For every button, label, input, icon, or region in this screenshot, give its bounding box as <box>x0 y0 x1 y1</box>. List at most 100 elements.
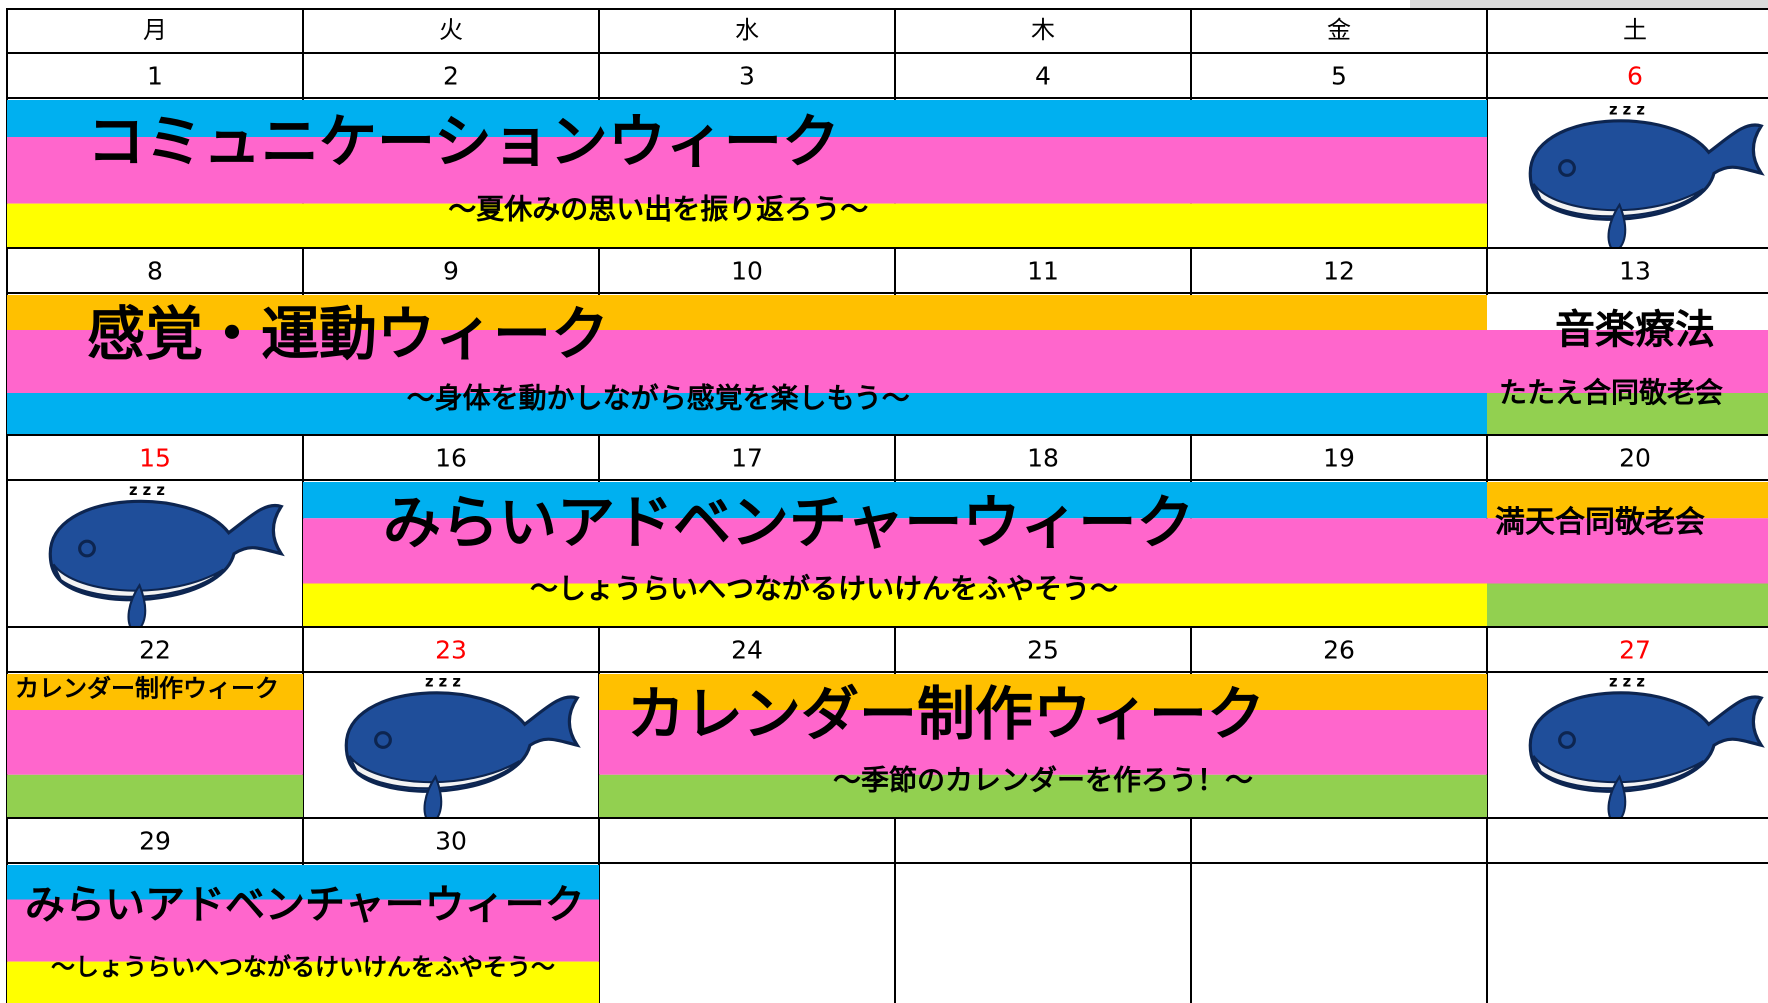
weekday-cell <box>302 8 600 54</box>
weekday-label: 月 <box>143 16 167 44</box>
date-cell <box>598 52 896 99</box>
date-label: 4 <box>1035 62 1051 91</box>
banner-stripe <box>7 100 1487 137</box>
date-cell <box>6 52 304 99</box>
date-label: 3 <box>739 62 755 91</box>
date-label: 1 <box>147 62 163 91</box>
date-cell <box>1486 52 1768 99</box>
event-subtitle: ～しょうらいへつながるけいけんをふやそう～ <box>51 953 555 981</box>
date-label: 19 <box>1323 444 1355 473</box>
banner-stripe <box>599 674 1487 710</box>
banner-stripe <box>7 899 599 962</box>
date-label: 11 <box>1027 257 1059 286</box>
date-cell <box>6 817 304 864</box>
banner-stripe <box>1487 518 1768 584</box>
date-cell <box>598 817 896 864</box>
event-subtitle: ～しょうらいへつながるけいけんをふやそう～ <box>530 572 1118 605</box>
event-title: 音楽療法 <box>1555 307 1715 353</box>
event-title: コミュニケーションウィーク <box>87 107 840 175</box>
date-label: 9 <box>443 257 459 286</box>
date-label: 10 <box>731 257 763 286</box>
event-title: みらいアドベンチャーウィーク <box>383 489 1194 557</box>
date-label: 18 <box>1027 444 1059 473</box>
date-cell <box>894 817 1192 864</box>
date-label: 17 <box>731 444 763 473</box>
event-subtitle: ～身体を動かしながら感覚を楽しもう～ <box>407 381 910 414</box>
banner-stripe <box>1487 393 1768 435</box>
date-label: 23 <box>435 636 467 665</box>
event-title: みらいアドベンチャーウィーク <box>25 882 585 928</box>
banner-stripe <box>7 774 303 818</box>
date-label: 12 <box>1323 257 1355 286</box>
event-title: 満天合同敬老会 <box>1495 505 1705 540</box>
event-title: カレンダー制作ウィーク <box>15 674 279 702</box>
day-cell <box>1486 862 1768 1003</box>
day-cell <box>598 862 896 1003</box>
date-label: 15 <box>139 444 171 473</box>
date-cell <box>302 434 600 481</box>
banner-stripe <box>303 482 1487 519</box>
banner-stripe <box>7 961 599 1003</box>
weekday-cell <box>1486 8 1768 54</box>
date-label: 25 <box>1027 636 1059 665</box>
weekday-label: 土 <box>1623 16 1647 44</box>
date-cell <box>302 626 600 673</box>
date-cell <box>1486 817 1768 864</box>
scrollbar <box>1410 0 1768 9</box>
date-label: 6 <box>1627 62 1643 91</box>
date-cell <box>894 52 1192 99</box>
date-cell <box>1190 626 1488 673</box>
weekday-cell <box>6 8 304 54</box>
banner-stripe <box>1487 482 1768 519</box>
banner-stripe <box>303 583 1487 627</box>
event-subtitle: ～夏休みの思い出を振り返ろう～ <box>448 192 868 225</box>
date-label: 20 <box>1619 444 1651 473</box>
date-label: 29 <box>139 827 171 856</box>
event-title: 感覚・運動ウィーク <box>87 300 609 368</box>
weekday-label: 水 <box>735 16 759 44</box>
banner-stripe <box>7 865 599 900</box>
banner-stripe <box>7 330 1487 393</box>
banner-stripe <box>303 518 1487 584</box>
date-label: 22 <box>139 636 171 665</box>
banner-stripe <box>599 774 1487 818</box>
date-cell <box>1190 817 1488 864</box>
banner-stripe <box>7 137 1487 204</box>
banner-stripe <box>1487 583 1768 627</box>
date-cell <box>6 247 304 294</box>
day-cell <box>1190 862 1488 1003</box>
date-cell <box>894 247 1192 294</box>
date-cell <box>1190 52 1488 99</box>
banner-stripe <box>7 203 1487 248</box>
date-label: 30 <box>435 827 467 856</box>
banner-stripe <box>7 393 1487 435</box>
date-cell <box>1190 247 1488 294</box>
banner-stripe <box>1487 295 1768 330</box>
date-cell <box>1486 626 1768 673</box>
banner-stripe <box>7 674 303 710</box>
date-label: 2 <box>443 62 459 91</box>
event-title: カレンダー制作ウィーク <box>627 680 1265 748</box>
date-label: 27 <box>1619 636 1651 665</box>
date-cell <box>894 434 1192 481</box>
event-subtitle: たたえ合同敬老会 <box>1499 376 1723 409</box>
date-cell <box>598 626 896 673</box>
date-label: 8 <box>147 257 163 286</box>
weekday-label: 金 <box>1327 16 1351 44</box>
date-label: 24 <box>731 636 763 665</box>
banner-stripe <box>7 295 1487 330</box>
weekday-label: 火 <box>439 16 463 44</box>
event-subtitle: ～季節のカレンダーを作ろう！～ <box>833 763 1253 796</box>
date-label: 5 <box>1331 62 1347 91</box>
date-label: 16 <box>435 444 467 473</box>
banner-stripe <box>1487 330 1768 393</box>
date-label: 13 <box>1619 257 1651 286</box>
day-cell <box>894 862 1192 1003</box>
date-label: 26 <box>1323 636 1355 665</box>
banner-stripe <box>7 710 303 775</box>
banner-stripe <box>599 710 1487 775</box>
weekday-label: 木 <box>1031 16 1055 44</box>
date-cell <box>302 247 600 294</box>
date-cell <box>1486 434 1768 481</box>
